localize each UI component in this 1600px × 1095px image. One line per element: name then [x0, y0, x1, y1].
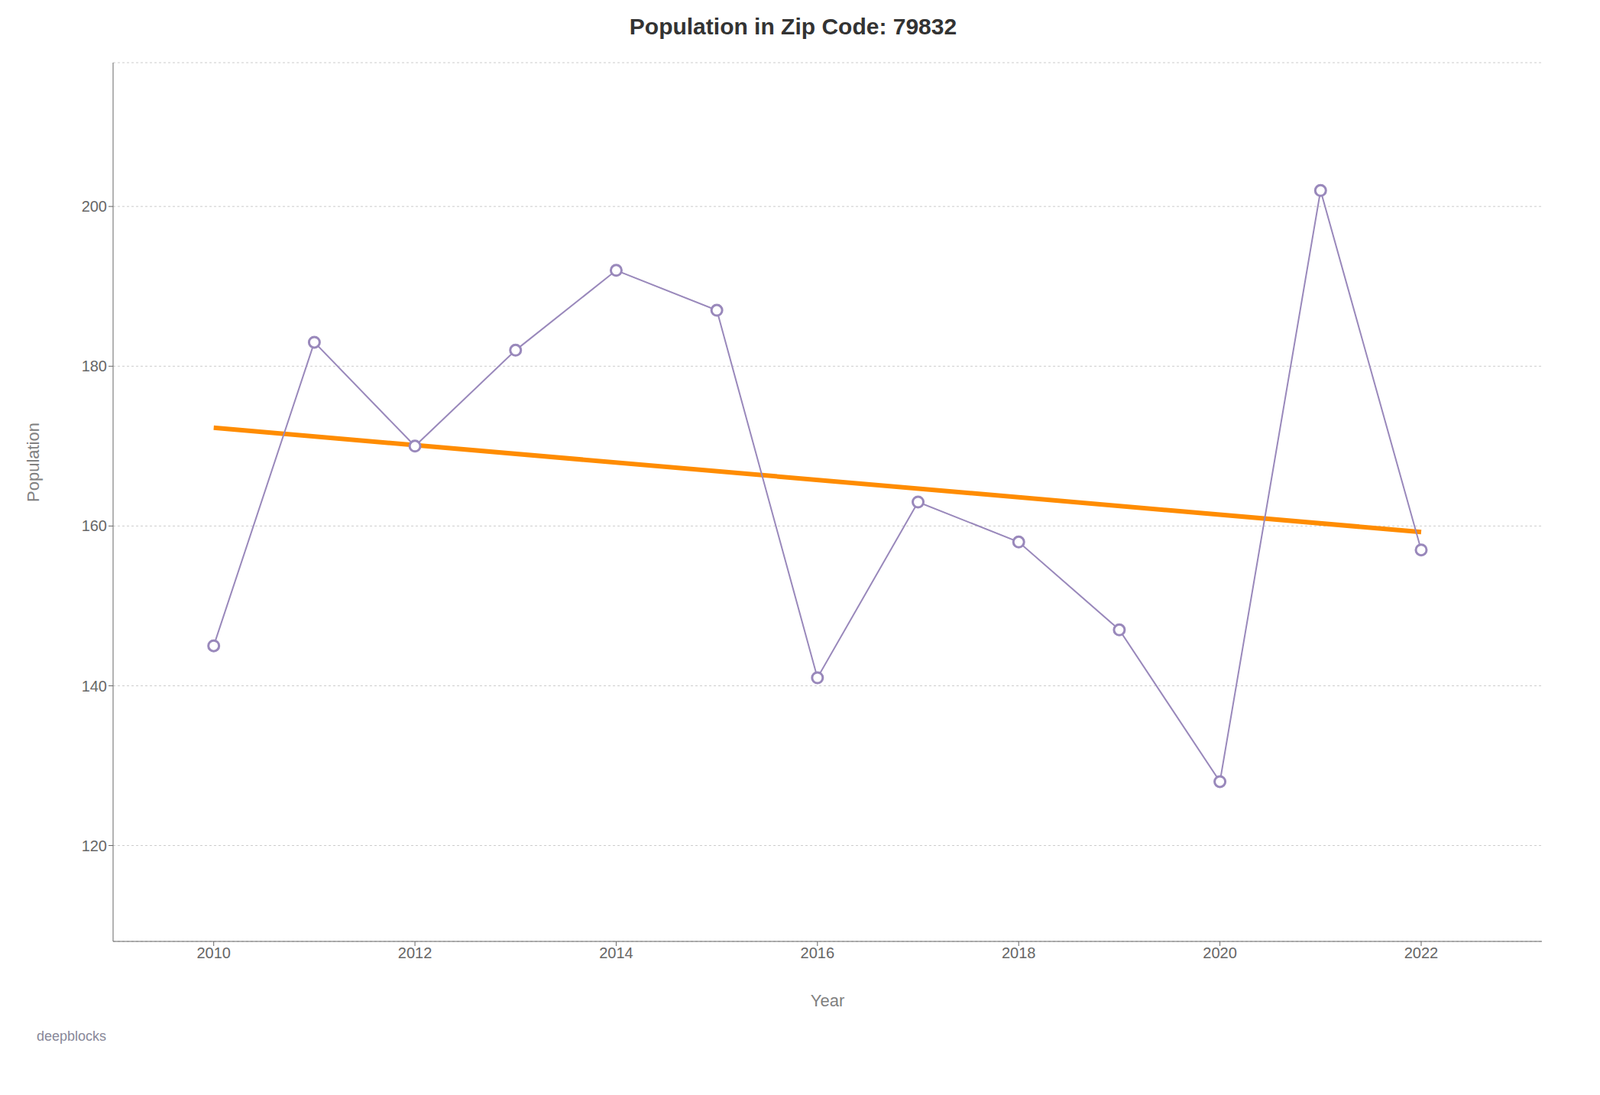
html-text:deepblocks: deepblocks — [36, 1028, 107, 1044]
svg-text:2022: 2022 — [1404, 944, 1439, 962]
svg-text:160: 160 — [81, 517, 107, 535]
svg-text:2020: 2020 — [1202, 944, 1238, 962]
svg-text:2012: 2012 — [398, 944, 433, 962]
svg-text:Year: Year — [810, 991, 845, 1011]
svg-text:2018: 2018 — [1001, 944, 1037, 962]
svg-text:2014: 2014 — [599, 944, 634, 962]
svg-text:2010: 2010 — [196, 944, 231, 962]
svg-text:2016: 2016 — [800, 944, 836, 962]
html-text:Population in Zip Code: 79832: Population in Zip Code: 79832 — [629, 13, 957, 39]
svg-text:120: 120 — [81, 837, 107, 855]
svg-text:200: 200 — [81, 197, 107, 215]
svg-text:180: 180 — [81, 357, 107, 375]
svg-text:Population: Population — [23, 422, 43, 503]
svg-text:140: 140 — [81, 677, 107, 695]
